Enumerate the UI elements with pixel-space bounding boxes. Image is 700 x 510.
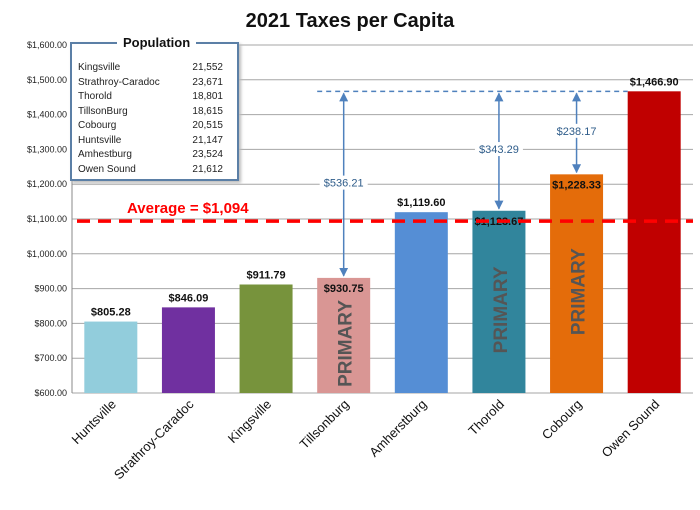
x-tick-label: Cobourg [539, 397, 585, 443]
legend-town: Thorold [78, 91, 112, 102]
bar-amherstburg [394, 212, 448, 393]
y-tick-label: $600.00 [34, 388, 67, 398]
population-legend: Population Kingsville 21,552 Strathroy-Car… [70, 35, 239, 181]
bar-cobourg [550, 174, 604, 393]
chart-title: 2021 Taxes per Capita [246, 10, 456, 32]
legend-row: Thorold 18,801 [72, 91, 237, 106]
legend-row: Kingsville 21,552 [72, 62, 237, 77]
data-label: $1,228.33 [552, 179, 601, 191]
data-label: $1,119.60 [397, 197, 445, 209]
legend-town: Owen Sound [78, 163, 136, 175]
legend-population: 18,615 [192, 105, 223, 117]
average-label: Average = $1,094 [127, 200, 249, 217]
legend-population: 21,552 [192, 62, 223, 73]
bar-huntsville [84, 321, 138, 393]
bar-kingsville [239, 284, 293, 393]
data-label: $805.28 [91, 307, 131, 319]
legend-town: Huntsville [78, 134, 122, 146]
difference-label: $536.21 [324, 178, 364, 190]
legend-population: 18,801 [192, 91, 223, 102]
y-tick-label: $800.00 [34, 318, 67, 328]
legend-population: 20,515 [192, 120, 223, 131]
y-tick-label: $900.00 [34, 284, 67, 294]
primary-label: PRIMARY [336, 300, 357, 387]
bar-owen-sound [627, 91, 681, 394]
legend-town: Strathroy-Caradoc [78, 76, 160, 88]
legend-row: Owen Sound 21,612 [72, 164, 237, 179]
legend-population: 21,612 [192, 163, 223, 175]
legend-row: Cobourg 20,515 [72, 120, 237, 135]
data-label: $846.09 [169, 292, 209, 304]
y-tick-label: $700.00 [34, 353, 67, 363]
x-tick-label: Owen Sound [599, 397, 663, 461]
legend-row: Huntsville 21,147 [72, 135, 237, 150]
y-tick-label: $1,500.00 [27, 75, 67, 85]
bar-strathroy-caradoc [161, 307, 215, 393]
legend-town: Kingsville [78, 62, 121, 73]
y-tick-label: $1,000.00 [27, 249, 67, 259]
legend-row: Strathroy-Caradoc 23,671 [72, 77, 237, 92]
difference-label-bg [474, 142, 523, 157]
difference-label-bg [552, 123, 601, 138]
x-tick-label: Kingsville [225, 397, 274, 446]
bar-thorold [472, 210, 526, 393]
y-tick-label: $1,400.00 [27, 110, 67, 120]
data-label: $930.75 [324, 283, 364, 295]
legend-town: Amhestburg [78, 149, 132, 160]
data-label: $911.79 [246, 269, 285, 281]
legend-row: TillsonBurg 18,615 [72, 106, 237, 121]
legend-population: 23,524 [192, 149, 223, 160]
primary-label: PRIMARY [569, 248, 590, 335]
legend-population: 23,671 [192, 76, 223, 88]
legend-town: Cobourg [78, 120, 117, 131]
y-tick-label: $1,300.00 [27, 144, 67, 154]
legend-town: TillsonBurg [78, 105, 128, 117]
legend-population: 21,147 [192, 134, 223, 146]
difference-label: $238.17 [557, 126, 597, 138]
y-tick-label: $1,600.00 [27, 40, 67, 50]
data-label: $1,466.90 [630, 76, 679, 88]
y-tick-label: $1,200.00 [27, 179, 67, 189]
legend-title: Population [117, 35, 197, 50]
difference-label: $343.29 [479, 144, 519, 156]
x-tick-label: Amherstburg [366, 397, 429, 460]
legend-row: Amhestburg 23,524 [72, 149, 237, 164]
x-tick-label: Thorold [465, 397, 507, 439]
difference-label-bg [319, 175, 368, 190]
bar-tillsonburg [317, 277, 371, 393]
x-tick-label: Tillsonburg [297, 397, 352, 452]
primary-label: PRIMARY [491, 266, 512, 353]
x-tick-label: Huntsville [68, 397, 118, 447]
y-tick-label: $1,100.00 [27, 214, 67, 224]
x-tick-label: Strathroy-Caradoc [111, 396, 197, 482]
